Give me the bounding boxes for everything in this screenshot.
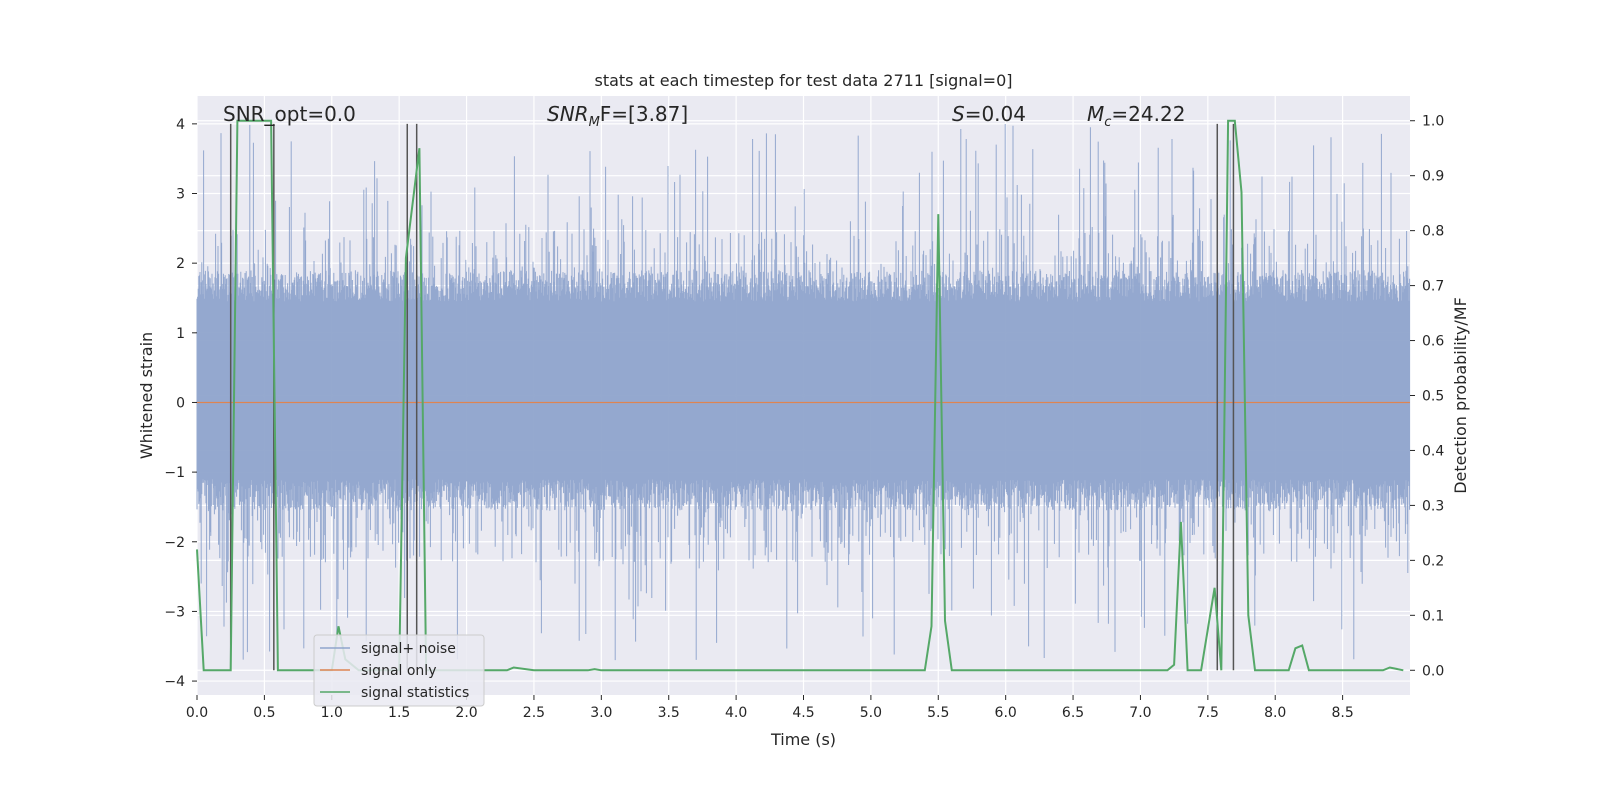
annotation-snr-mf-rest: F=[3.87] — [600, 102, 688, 126]
x-tick-label: 5.5 — [927, 705, 949, 721]
legend: signal+ noise signal only signal statist… — [313, 634, 485, 707]
annotation-mc-base: M — [1087, 102, 1104, 126]
x-tick-label: 2.0 — [455, 705, 477, 721]
y-tick-label: 0 — [176, 395, 185, 411]
y-tick-label: 2 — [176, 256, 185, 272]
y-right-tick-label: 0.5 — [1422, 389, 1444, 405]
annotation-snr-mf-base: SNR — [547, 102, 589, 126]
x-tick-label: 5.0 — [860, 705, 882, 721]
y-right-tick-label: 0.0 — [1422, 663, 1444, 679]
axis-ticks: 0.0 0.5 1.0 1.5 2.0 2.5 3.0 3.5 4.0 4.5 5.0 5.5 6.0 6… — [164, 114, 1444, 721]
y-right-tick-label: 0.6 — [1422, 334, 1444, 350]
x-tick-label: 2.5 — [523, 705, 545, 721]
annotation-mc-sub: c — [1104, 115, 1111, 130]
signal-noise-line — [196, 124, 1411, 661]
x-tick-label: 4.0 — [725, 705, 747, 721]
x-tick-label: 1.0 — [321, 705, 343, 721]
y-tick-label: −3 — [164, 604, 185, 620]
x-tick-label: 0.5 — [253, 705, 275, 721]
y-tick-label: 1 — [176, 326, 185, 342]
x-tick-label: 6.5 — [1062, 705, 1084, 721]
legend-label-signal-only: signal only — [361, 663, 436, 679]
y-tick-label: −1 — [164, 465, 185, 481]
y-tick-label: −2 — [164, 535, 185, 551]
annotation-s-base: S — [952, 102, 965, 126]
y-right-tick-label: 0.8 — [1422, 224, 1444, 240]
legend-label-signal-statistics: signal statistics — [361, 685, 469, 701]
chart-title: stats at each timestep for test data 271… — [594, 71, 1012, 90]
y-axis-right-label: Detection probability/MF — [1451, 297, 1470, 494]
legend-label-signal-noise: signal+ noise — [361, 641, 456, 657]
annotation-mc-value: Mc=24.22 — [1087, 102, 1185, 130]
annotation-snr-mf-sub: M — [589, 115, 600, 130]
x-tick-label: 7.5 — [1197, 705, 1219, 721]
x-tick-label: 8.5 — [1331, 705, 1353, 721]
annotation-snr-opt-text: SNR_opt=0.0 — [223, 102, 356, 126]
y-right-tick-label: 0.9 — [1422, 169, 1444, 185]
annotations: SNR_opt=0.0 SNRMF=[3.87] S=0.04 Mc=24.22 — [223, 102, 1185, 130]
x-tick-label: 0.0 — [186, 705, 208, 721]
y-right-tick-label: 0.7 — [1422, 279, 1444, 295]
annotation-snr-mf: SNRMF=[3.87] — [547, 102, 688, 130]
annotation-s-value: S=0.04 — [952, 102, 1026, 126]
legend-box — [313, 634, 485, 707]
y-tick-label: 3 — [176, 187, 185, 203]
x-tick-label: 1.5 — [388, 705, 410, 721]
x-tick-label: 7.0 — [1129, 705, 1151, 721]
y-tick-label: 4 — [176, 117, 185, 133]
x-tick-label: 8.0 — [1264, 705, 1286, 721]
x-tick-label: 4.5 — [792, 705, 814, 721]
y-right-tick-label: 0.4 — [1422, 443, 1444, 459]
y-axis-label: Whitened strain — [137, 332, 156, 459]
x-tick-label: 3.0 — [590, 705, 612, 721]
annotation-snr-opt: SNR_opt=0.0 — [223, 102, 356, 126]
annotation-mc-rest: =24.22 — [1111, 102, 1185, 126]
x-axis-label: Time (s) — [770, 730, 836, 749]
x-tick-label: 6.0 — [995, 705, 1017, 721]
signal-noise-series — [196, 124, 1411, 661]
y-right-tick-label: 1.0 — [1422, 114, 1444, 130]
x-tick-label: 3.5 — [658, 705, 680, 721]
y-right-tick-label: 0.1 — [1422, 608, 1444, 624]
y-tick-label: −4 — [164, 674, 185, 690]
annotation-s-rest: =0.04 — [965, 102, 1026, 126]
y-right-tick-label: 0.3 — [1422, 498, 1444, 514]
y-right-tick-label: 0.2 — [1422, 553, 1444, 569]
